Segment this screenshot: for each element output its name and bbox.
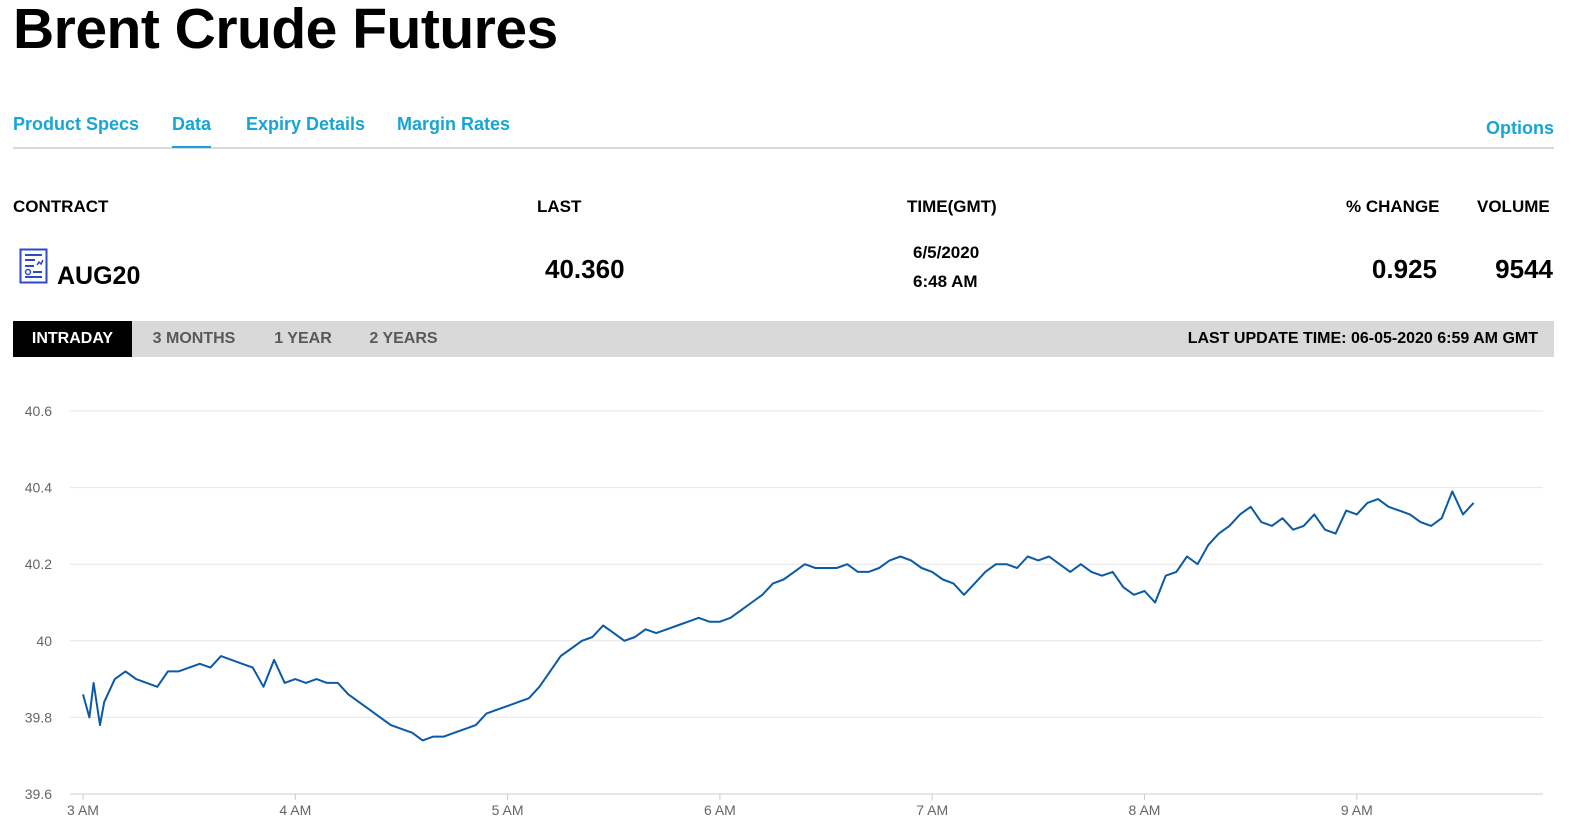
- y-tick-label: 40.6: [25, 403, 52, 419]
- x-tick-label: 4 AM: [279, 802, 311, 818]
- y-tick-label: 39.8: [25, 709, 52, 725]
- range-selector: INTRADAY 3 MONTHS 1 YEAR 2 YEARS LAST UP…: [13, 321, 1554, 357]
- x-tick-label: 6 AM: [704, 802, 736, 818]
- page-title: Brent Crude Futures: [13, 0, 558, 61]
- tab-margin-rates[interactable]: Margin Rates: [397, 114, 511, 134]
- percent-change-value: 0.925: [1371, 254, 1437, 284]
- x-tick-label: 8 AM: [1129, 802, 1161, 818]
- header-last: LAST: [537, 197, 582, 216]
- last-price: 40.360: [545, 254, 625, 284]
- y-tick-label: 40.4: [25, 480, 52, 496]
- product-tabs: Product Specs Data Expiry Details Margin…: [13, 110, 1554, 149]
- last-update-time: LAST UPDATE TIME: 06-05-2020 6:59 AM GMT: [1187, 330, 1538, 347]
- price-line: [82, 490, 1475, 742]
- tab-data[interactable]: Data: [172, 114, 212, 148]
- x-tick-label: 7 AM: [916, 802, 948, 818]
- volume-value: 9544: [1495, 254, 1553, 284]
- header-contract: CONTRACT: [13, 197, 109, 216]
- header-volume: VOLUME: [1477, 197, 1550, 216]
- range-2-years-button[interactable]: 2 YEARS: [369, 330, 438, 347]
- range-3-months-button[interactable]: 3 MONTHS: [152, 330, 236, 347]
- header-percent-change: % CHANGE: [1346, 197, 1440, 216]
- range-1-year-button[interactable]: 1 YEAR: [274, 330, 332, 347]
- options-link[interactable]: Options: [1486, 118, 1554, 138]
- tab-expiry-details[interactable]: Expiry Details: [246, 114, 366, 134]
- trade-date: 6/5/2020: [913, 243, 980, 262]
- tab-product-specs[interactable]: Product Specs: [13, 114, 140, 134]
- intraday-price-chart[interactable]: 39.6 39.8 40 40.2 40.4 40.6 3 AM 4 AM 5 AM 6 AM 7 …: [0, 380, 1571, 829]
- y-tick-label: 40.2: [25, 556, 52, 572]
- range-intraday-button[interactable]: INTRADAY: [13, 321, 132, 357]
- trade-time: 6:48 AM: [913, 272, 978, 291]
- report-document-icon[interactable]: [19, 248, 48, 284]
- y-tick-label: 39.6: [25, 786, 52, 802]
- x-tick-label: 5 AM: [492, 802, 524, 818]
- x-tick-label: 9 AM: [1341, 802, 1373, 818]
- header-time: TIME(GMT): [907, 197, 997, 216]
- contract-name[interactable]: AUG20: [57, 262, 141, 290]
- x-tick-label: 3 AM: [67, 802, 99, 818]
- y-tick-label: 40: [36, 633, 52, 649]
